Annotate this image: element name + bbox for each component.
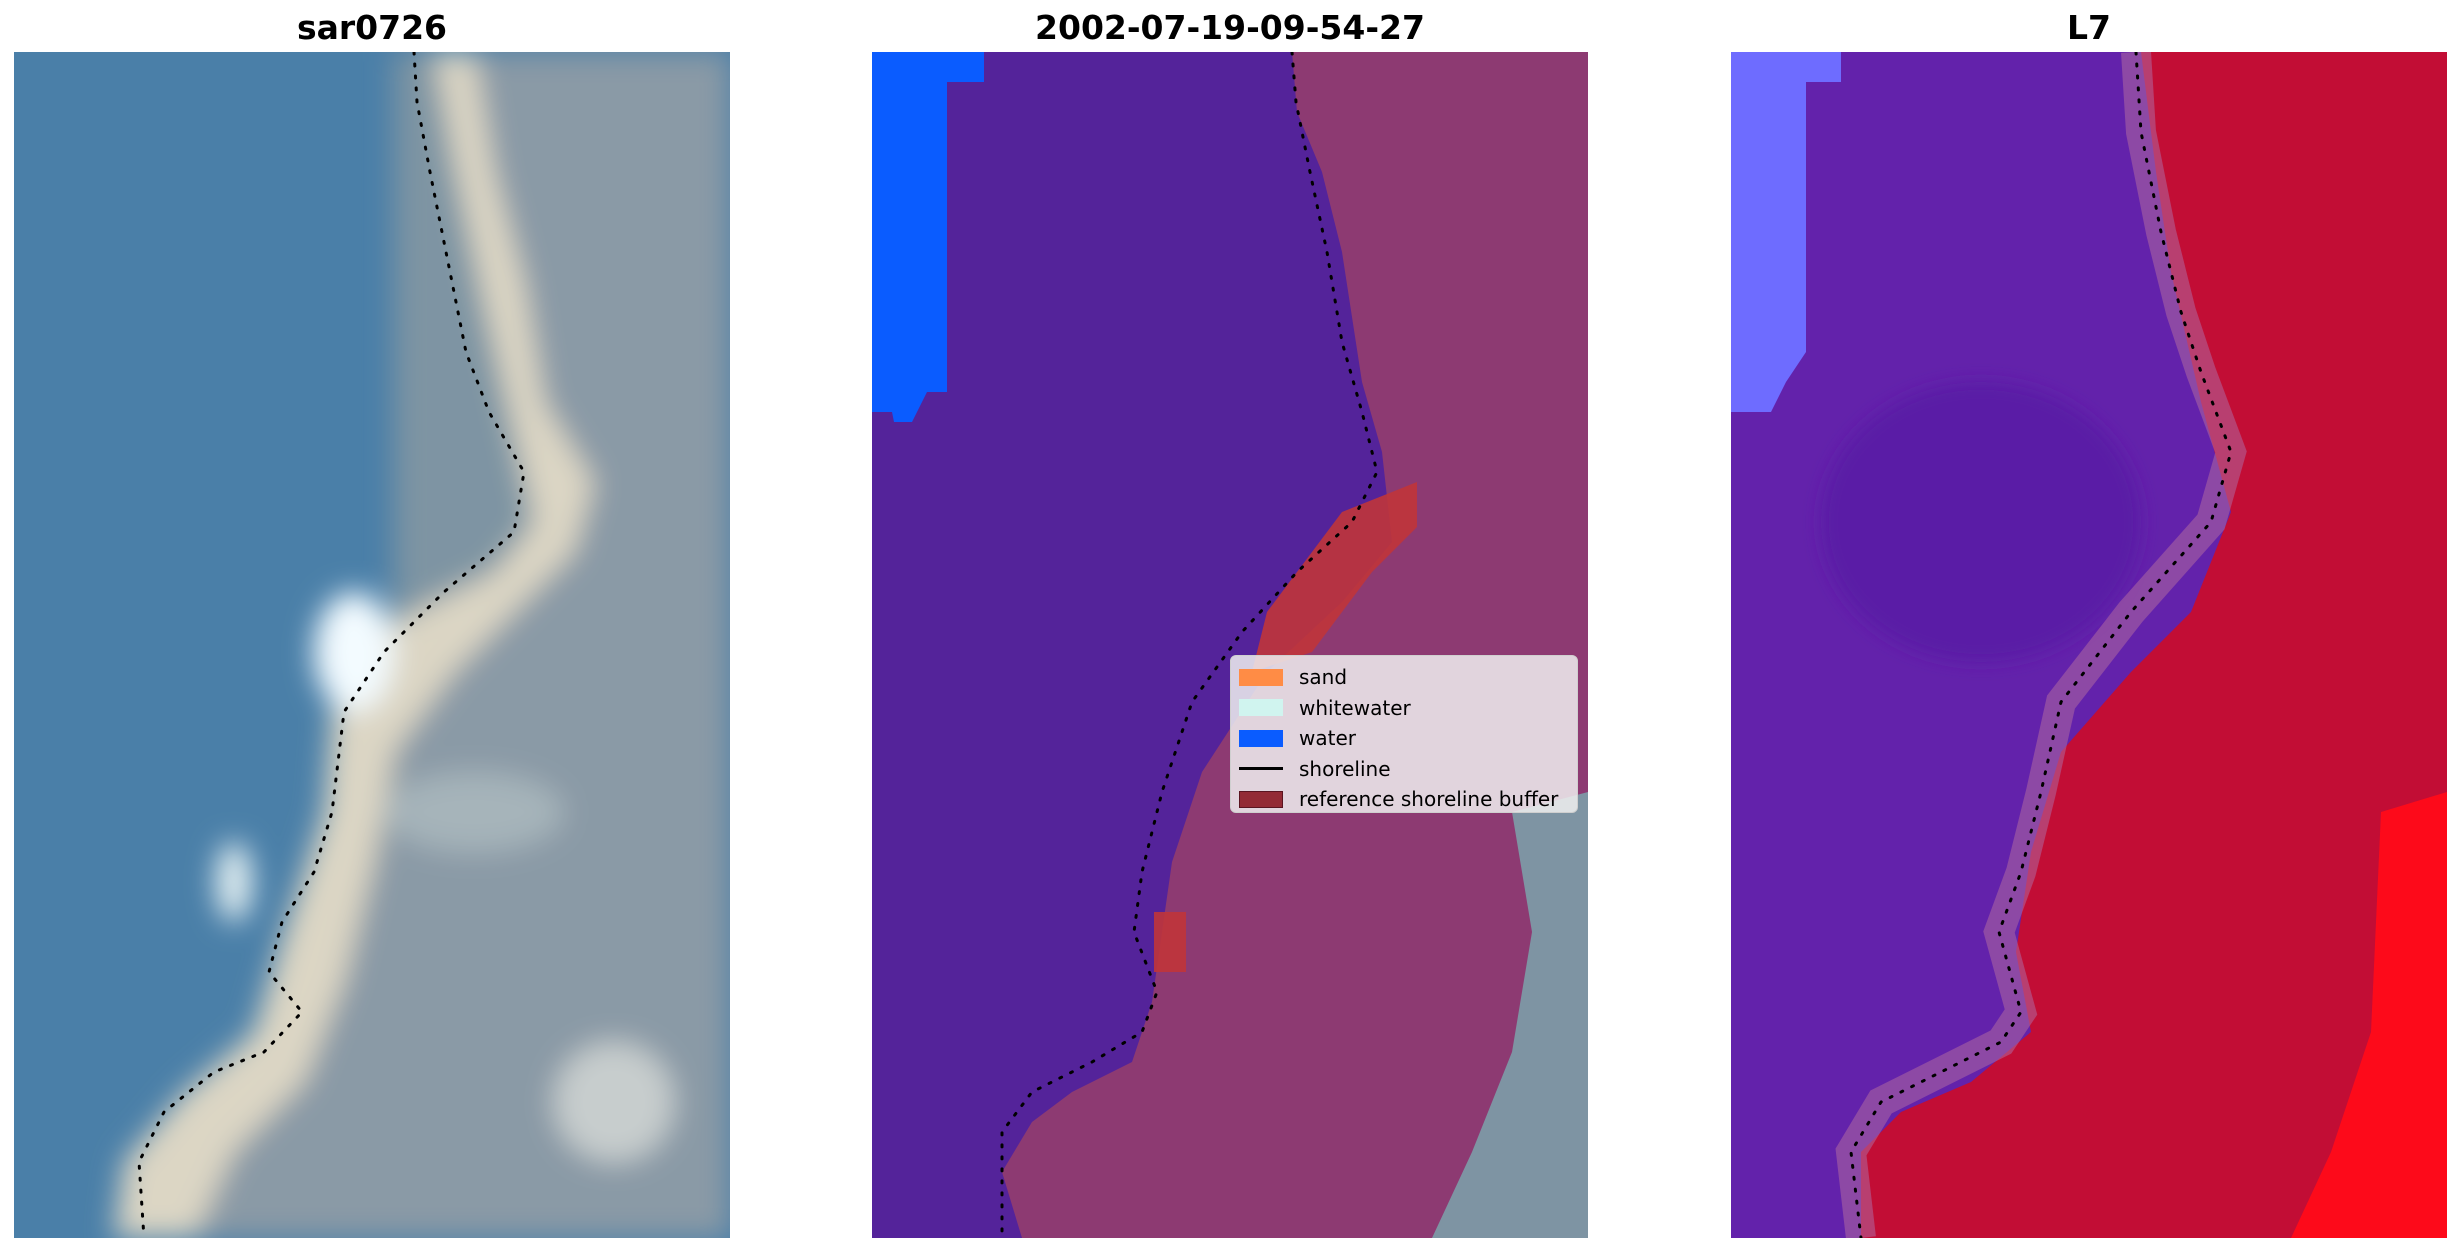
sand-swatch	[1239, 668, 1283, 686]
water-swatch	[1239, 729, 1283, 747]
panel-title: 2002-07-19-09-54-27	[1035, 8, 1425, 47]
legend-label: sand	[1299, 665, 1348, 690]
index-image	[1731, 52, 2447, 1238]
shoreline-line-swatch	[1239, 767, 1283, 771]
panel-title: L7	[2067, 8, 2111, 47]
buffer-swatch	[1239, 790, 1283, 808]
legend-item-buffer: reference shoreline buffer	[1239, 784, 1567, 815]
legend: sand whitewater water shoreline referenc…	[1230, 655, 1578, 813]
legend-item-whitewater: whitewater	[1239, 693, 1567, 724]
legend-label: water	[1299, 726, 1356, 751]
legend-item-water: water	[1239, 723, 1567, 754]
satellite-rgb-image	[14, 52, 730, 1238]
whitewater-swatch	[1239, 699, 1283, 717]
legend-item-sand: sand	[1239, 662, 1567, 693]
legend-label: shoreline	[1299, 756, 1391, 781]
legend-label: reference shoreline buffer	[1299, 787, 1559, 812]
legend-label: whitewater	[1299, 695, 1411, 720]
classified-image	[872, 52, 1588, 1238]
legend-item-shoreline: shoreline	[1239, 754, 1567, 785]
panel-title: sar0726	[296, 8, 448, 47]
